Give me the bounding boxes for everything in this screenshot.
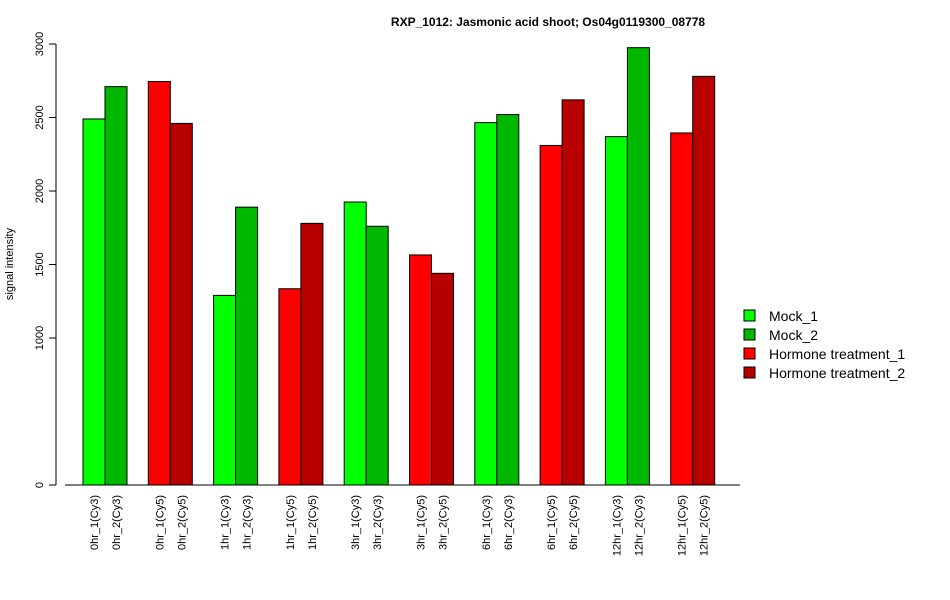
y-tick-label: 1500 bbox=[34, 252, 46, 276]
x-tick-label: 0hr_1(Cy5) bbox=[154, 495, 166, 550]
legend-label: Hormone treatment_2 bbox=[769, 365, 905, 381]
x-tick-labels: 0hr_1(Cy3) 0hr_2(Cy3) 0hr_1(Cy5) 0hr_2(Cy5)… bbox=[89, 495, 711, 556]
x-tick-label: 1hr_2(Cy3) bbox=[242, 495, 254, 550]
x-tick-label: 6hr_2(Cy5) bbox=[568, 495, 580, 550]
legend-label: Hormone treatment_1 bbox=[769, 346, 905, 362]
legend-label: Mock_1 bbox=[769, 308, 818, 324]
chart-title: RXP_1012: Jasmonic acid shoot; Os04g0119… bbox=[391, 15, 706, 29]
y-tick-label: 0 bbox=[34, 482, 46, 488]
bar bbox=[147, 80, 171, 486]
y-tick-label: 3000 bbox=[34, 32, 46, 56]
bar bbox=[213, 294, 237, 486]
x-tick-label: 0hr_2(Cy3) bbox=[111, 495, 123, 550]
bar bbox=[670, 132, 694, 486]
x-tick-label: 1hr_2(Cy5) bbox=[307, 495, 319, 550]
y-tick-label: 1000 bbox=[34, 326, 46, 350]
x-tick-label: 0hr_1(Cy3) bbox=[89, 495, 101, 550]
x-tick-label: 12hr_2(Cy5) bbox=[699, 495, 711, 556]
x-tick-label: 3hr_2(Cy3) bbox=[372, 495, 384, 550]
legend-swatch bbox=[743, 347, 756, 360]
x-tick-label: 1hr_1(Cy5) bbox=[285, 495, 297, 550]
bar bbox=[169, 122, 193, 486]
y-axis: 0 1000 1500 2000 2500 3000 bbox=[34, 32, 57, 488]
bar bbox=[626, 47, 650, 486]
bar bbox=[561, 99, 585, 486]
bar bbox=[496, 114, 520, 486]
legend-swatch bbox=[743, 328, 756, 341]
x-tick-label: 3hr_2(Cy5) bbox=[438, 495, 450, 550]
x-tick-label: 6hr_1(Cy5) bbox=[546, 495, 558, 550]
bar bbox=[474, 122, 498, 486]
bar bbox=[409, 254, 432, 486]
legend-swatch bbox=[743, 309, 756, 322]
y-tick-label: 2500 bbox=[34, 105, 46, 129]
bar bbox=[692, 75, 716, 486]
x-tick-label: 12hr_1(Cy3) bbox=[611, 495, 623, 556]
x-tick-label: 6hr_1(Cy3) bbox=[481, 495, 493, 550]
bar bbox=[278, 288, 302, 486]
bar bbox=[300, 222, 324, 486]
legend-label: Mock_2 bbox=[769, 327, 818, 343]
bar bbox=[235, 206, 259, 486]
bars-layer bbox=[82, 47, 716, 486]
bar bbox=[82, 118, 106, 486]
x-tick-label: 6hr_2(Cy3) bbox=[503, 495, 515, 550]
x-tick-label: 3hr_1(Cy5) bbox=[416, 495, 428, 550]
x-tick-label: 3hr_1(Cy3) bbox=[350, 495, 362, 550]
bar bbox=[104, 86, 128, 486]
x-tick-label: 12hr_2(Cy3) bbox=[633, 495, 645, 556]
bar bbox=[604, 136, 628, 486]
y-tick-label: 2000 bbox=[34, 179, 46, 203]
bar bbox=[343, 201, 367, 486]
legend-swatch bbox=[743, 366, 756, 379]
x-tick-label: 1hr_1(Cy3) bbox=[220, 495, 232, 550]
bar bbox=[431, 272, 454, 486]
bar bbox=[365, 225, 389, 486]
x-tick-label: 12hr_1(Cy5) bbox=[677, 495, 689, 556]
y-axis-label: signal intensity bbox=[4, 227, 16, 300]
legend: Mock_1 Mock_2 Hormone treatment_1 Hormone t… bbox=[743, 308, 905, 381]
bar bbox=[539, 144, 563, 486]
x-tick-label: 0hr_2(Cy5) bbox=[176, 495, 188, 550]
